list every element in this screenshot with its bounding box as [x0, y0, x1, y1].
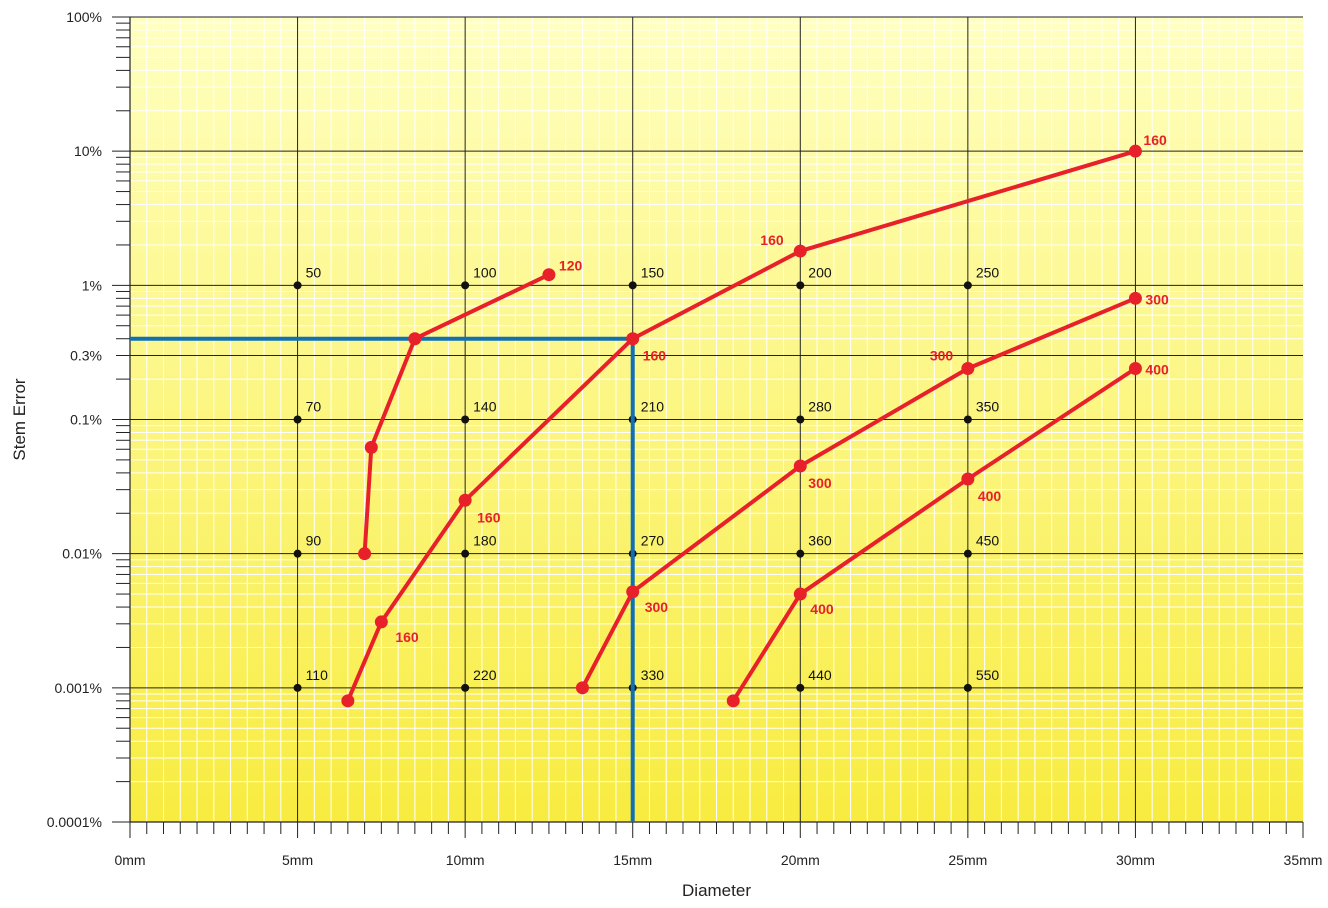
grid-node-label: 70: [306, 399, 322, 415]
y-tick-label: 0.001%: [55, 680, 102, 696]
grid-node-label: 250: [976, 264, 1000, 280]
grid-node-point: [963, 683, 972, 692]
x-tick-label: 30mm: [1116, 852, 1155, 868]
y-tick-label: 100%: [66, 9, 102, 25]
series-point: [726, 694, 740, 708]
y-tick-label: 0.3%: [70, 347, 102, 363]
series-point: [1128, 291, 1142, 305]
x-tick-label: 10mm: [446, 852, 485, 868]
grid-node-label: 110: [306, 667, 329, 683]
grid-node-label: 150: [641, 264, 665, 280]
y-tick-label: 10%: [74, 143, 102, 159]
series-point: [793, 587, 807, 601]
series-line: [362, 272, 551, 556]
grid-node-point: [293, 683, 302, 692]
series-point-label: 160: [477, 509, 501, 525]
y-tick-label: 1%: [82, 277, 102, 293]
y-tick-label: 0.1%: [70, 412, 102, 428]
grid-node-label: 100: [473, 264, 497, 280]
y-tick-label: 0.01%: [62, 546, 102, 562]
grid-node-point: [293, 281, 302, 290]
series-point: [408, 332, 422, 346]
series-point-label: 160: [395, 629, 419, 645]
series-point-label: 400: [810, 601, 834, 617]
grid-node-point: [628, 281, 637, 290]
grid-node-point: [796, 415, 805, 424]
y-tick-label: 0.0001%: [47, 814, 102, 830]
series-point: [575, 681, 589, 695]
grid-node-label: 270: [641, 533, 665, 549]
x-tick-label: 35mm: [1284, 852, 1323, 868]
series-point: [341, 694, 355, 708]
grid-node-label: 50: [306, 264, 322, 280]
tick-labels: 0mm 5mm 10mm 15mm 20mm 25mm 30mm 35mm 100% 10% 1% 0…: [47, 9, 1323, 868]
grid-node-point: [963, 549, 972, 558]
axis-ticks: [112, 16, 1304, 838]
grid-node-point: [796, 683, 805, 692]
x-axis-title: Diameter: [682, 881, 751, 900]
grid-node-point: [293, 549, 302, 558]
x-tick-label: 0mm: [114, 852, 145, 868]
grid-node-point: [461, 549, 470, 558]
series-line: [345, 149, 1138, 703]
grid-node-point: [796, 281, 805, 290]
x-tick-label: 20mm: [781, 852, 820, 868]
series-point: [961, 361, 975, 375]
series-point: [961, 472, 975, 486]
series-point: [458, 493, 472, 507]
series-point-label: 300: [808, 475, 832, 491]
y-axis-title: Stem Error: [10, 378, 29, 461]
series-point-label: 400: [978, 488, 1002, 504]
series-point-label: 160: [1143, 132, 1167, 148]
grid-node-label: 90: [306, 533, 322, 549]
series-point-label: 160: [760, 232, 784, 248]
axis-titles: Diameter Stem Error: [10, 378, 751, 900]
series-point-label: 400: [1145, 361, 1169, 377]
series-line: [731, 366, 1138, 703]
series-point: [1128, 144, 1142, 158]
grid-node-label: 180: [473, 533, 497, 549]
grid-node-label: 200: [808, 264, 832, 280]
series-layer: 120 160 160 160 160 160 300 300 300 300 400 400 400: [341, 132, 1169, 708]
series-point-label: 160: [643, 348, 667, 364]
grid-node-label: 450: [976, 533, 1000, 549]
grid-node-label: 350: [976, 399, 1000, 415]
series-point: [626, 585, 640, 599]
grid-node-point: [461, 683, 470, 692]
grid-node-label: 440: [808, 667, 832, 683]
grid-node-point: [293, 415, 302, 424]
series-point: [358, 547, 372, 561]
grid-node-point: [963, 281, 972, 290]
series-point: [542, 268, 556, 282]
series-point: [793, 459, 807, 473]
grid-node-point: [461, 415, 470, 424]
series-point-label: 120: [559, 258, 583, 274]
grid-node-label: 210: [641, 399, 665, 415]
x-tick-label: 5mm: [282, 852, 313, 868]
series-point: [626, 332, 640, 346]
grid-node-label: 280: [808, 399, 832, 415]
x-tick-label: 15mm: [613, 852, 652, 868]
grid-node-label: 330: [641, 667, 665, 683]
series-point: [1128, 361, 1142, 375]
grid-node-label: 360: [808, 533, 832, 549]
series-point: [374, 615, 388, 629]
series-point: [793, 244, 807, 258]
series-point-label: 300: [645, 599, 669, 615]
grid-node-point: [796, 549, 805, 558]
grid-node-label: 140: [473, 399, 497, 415]
series-point: [364, 440, 378, 454]
series-point-label: 300: [1145, 291, 1169, 307]
series-point-label: 300: [930, 347, 954, 363]
grid-node-label: 220: [473, 667, 497, 683]
highlight-guide: [130, 336, 635, 822]
grid-node-label: 550: [976, 667, 1000, 683]
grid-node-point: [461, 281, 470, 290]
x-tick-label: 25mm: [948, 852, 987, 868]
grid-node-point: [963, 415, 972, 424]
